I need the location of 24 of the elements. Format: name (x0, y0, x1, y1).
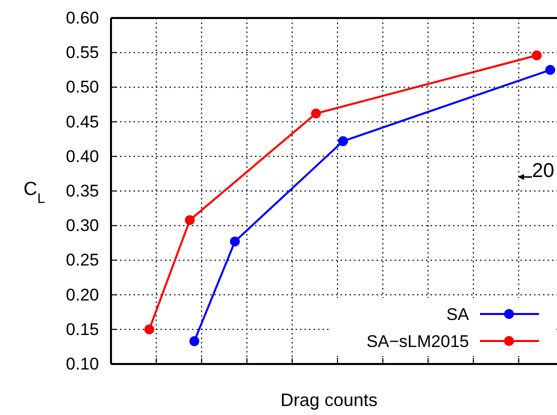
point (310, 108, 321, 118)
y-tick-label: 0.10 (66, 354, 99, 374)
legend-label: SA−sLM2015 (366, 332, 469, 351)
y-tick-label: 0.15 (66, 320, 99, 339)
legend-label: SA (446, 305, 470, 324)
y-tick-label: 0.50 (66, 78, 99, 97)
y-tick-label: 0.60 (66, 8, 99, 28)
y-tick-label: 0.30 (66, 216, 99, 236)
annotation: 20 (532, 160, 554, 182)
y-tick-label: 0.35 (66, 181, 99, 200)
point (545, 64, 556, 75)
y-tick-label: 0.45 (66, 112, 99, 132)
point (230, 236, 240, 247)
y-tick-label: 0.20 (66, 285, 99, 304)
point (184, 215, 195, 226)
point (189, 336, 200, 346)
y-tick-label: 0.40 (66, 146, 99, 166)
point (144, 324, 154, 334)
y-tick-label: 0.25 (66, 250, 99, 270)
y-axis-title: C$_{L}$ (23, 179, 46, 206)
point (338, 136, 348, 146)
point (532, 50, 542, 60)
y-tick-label: 0.55 (66, 43, 99, 62)
x-axis-title: Drag counts (280, 390, 378, 410)
